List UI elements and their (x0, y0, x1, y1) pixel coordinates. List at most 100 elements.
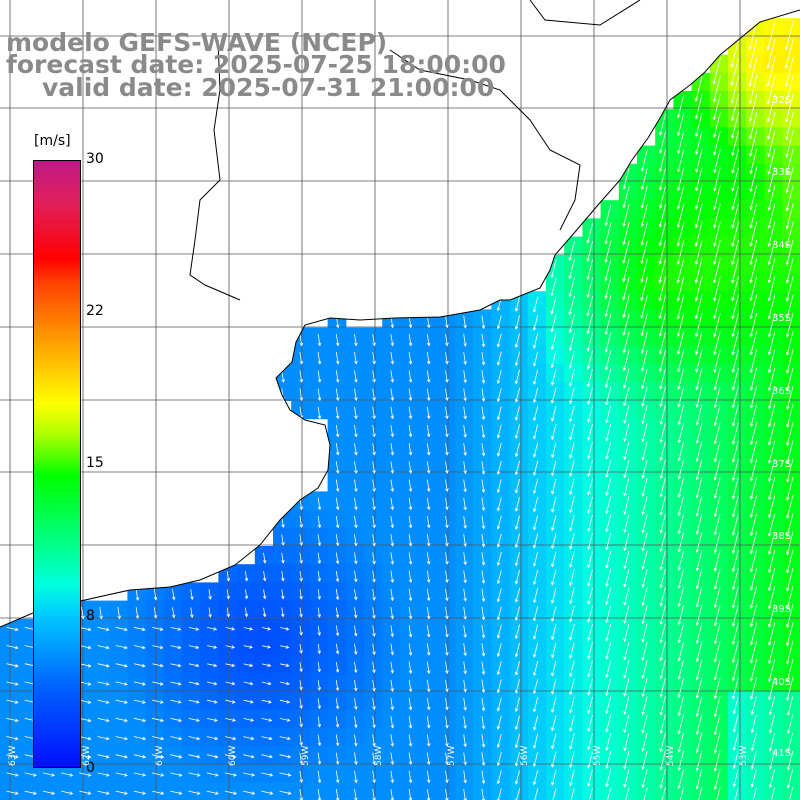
wind-arrow-head (496, 598, 501, 603)
wind-arrow-head (659, 675, 663, 680)
wind-arrow (317, 680, 320, 691)
wind-arrow-head (142, 755, 147, 759)
wind-arrow-head (426, 670, 431, 674)
wind-arrow (170, 772, 182, 776)
wind-arrow-head (213, 663, 218, 668)
wind-arrow (390, 461, 394, 474)
wind-arrow-head (514, 380, 519, 385)
wind-arrow-head (105, 700, 110, 704)
wind-arrow-head (408, 724, 413, 729)
wind-arrow-head (604, 240, 608, 245)
wind-arrow (642, 714, 648, 733)
wind-arrow (768, 148, 776, 174)
wind-arrow (463, 770, 466, 783)
wind-arrow-head (768, 678, 772, 683)
wind-arrow-head (713, 713, 718, 718)
wind-arrow (769, 769, 775, 788)
wind-arrow (587, 478, 593, 495)
wind-arrow (678, 514, 684, 534)
wind-arrow-head (426, 633, 431, 638)
wind-arrow-head (622, 367, 627, 372)
wind-arrow (623, 313, 630, 336)
wind-arrow (354, 770, 357, 783)
wind-arrow (152, 772, 164, 776)
wind-arrow-head (568, 365, 573, 369)
wind-arrow-head (713, 206, 717, 211)
wind-arrow (642, 532, 648, 551)
wind-arrow-head (354, 761, 358, 766)
wind-arrow (587, 442, 593, 459)
wind-arrow-head (731, 586, 736, 591)
wind-arrow (786, 640, 794, 664)
wind-arrow-head (732, 783, 737, 788)
wind-arrow (551, 551, 557, 567)
wind-arrow-head (605, 510, 609, 515)
wind-arrow-head (87, 773, 92, 777)
wind-arrow-head (713, 297, 717, 302)
wind-arrow-head (786, 784, 791, 789)
wind-arrow-head (749, 568, 754, 573)
wind-arrow (481, 788, 484, 800)
wind-arrow-head (712, 81, 717, 85)
wind-arrow (677, 185, 685, 209)
wind-arrow (445, 625, 448, 637)
wind-arrow-head (249, 645, 253, 649)
wind-arrow (445, 716, 448, 728)
wind-arrow-head (550, 310, 554, 315)
wind-arrow (551, 406, 557, 422)
wind-arrow (768, 640, 776, 664)
wind-arrow-head (372, 506, 376, 511)
wind-arrow-head (299, 686, 303, 691)
wind-arrow-head (767, 206, 771, 211)
wind-arrow-head (731, 659, 736, 664)
wind-arrow (224, 772, 237, 776)
wind-arrow (481, 406, 485, 420)
wind-arrow (445, 515, 448, 528)
wind-arrow-head (569, 764, 573, 769)
wind-arrow (152, 699, 164, 703)
wind-arrow-head (481, 489, 486, 493)
wind-arrow-head (622, 241, 626, 246)
wind-arrow-head (159, 682, 164, 686)
wind-speed-cell (127, 782, 147, 800)
wind-arrow-head (14, 645, 19, 650)
wind-arrow-head (87, 755, 92, 759)
wind-arrow-head (767, 369, 772, 374)
land-area (0, 0, 800, 627)
wind-arrow-head (587, 637, 591, 642)
wind-arrow-head (496, 507, 501, 512)
wind-arrow-head (390, 633, 394, 638)
wind-arrow-head (463, 361, 467, 366)
wind-arrow-head (408, 597, 413, 602)
wind-arrow-head (372, 360, 376, 365)
wind-arrow-head (177, 700, 182, 704)
wind-arrow-head (514, 508, 519, 512)
wind-arrow-head (677, 639, 682, 644)
wind-arrow (188, 754, 200, 758)
wind-arrow-head (785, 171, 789, 176)
wind-speed-cell (673, 91, 693, 110)
wind-arrow-head (285, 663, 290, 667)
wind-arrow (497, 551, 502, 566)
wind-arrow-head (496, 707, 501, 712)
wind-arrow (713, 112, 721, 138)
wind-arrow (696, 750, 703, 771)
wind-arrow-head (569, 618, 573, 623)
wind-arrow-head (569, 691, 573, 696)
wind-arrow (624, 405, 630, 424)
wind-arrow (695, 76, 703, 101)
wind-arrow-head (658, 279, 662, 284)
wind-arrow (768, 622, 776, 646)
wind-arrow-head (713, 458, 718, 463)
wind-arrow-head (335, 451, 340, 456)
wind-arrow-head (695, 640, 700, 645)
wind-arrow (678, 368, 685, 390)
wind-arrow (335, 443, 339, 455)
wind-arrow-head (731, 152, 735, 157)
wind-arrow (768, 349, 776, 373)
wind-arrow (408, 370, 412, 383)
wind-arrow-head (335, 397, 340, 401)
wind-arrow-head (532, 745, 537, 749)
wind-arrow-head (481, 743, 486, 748)
